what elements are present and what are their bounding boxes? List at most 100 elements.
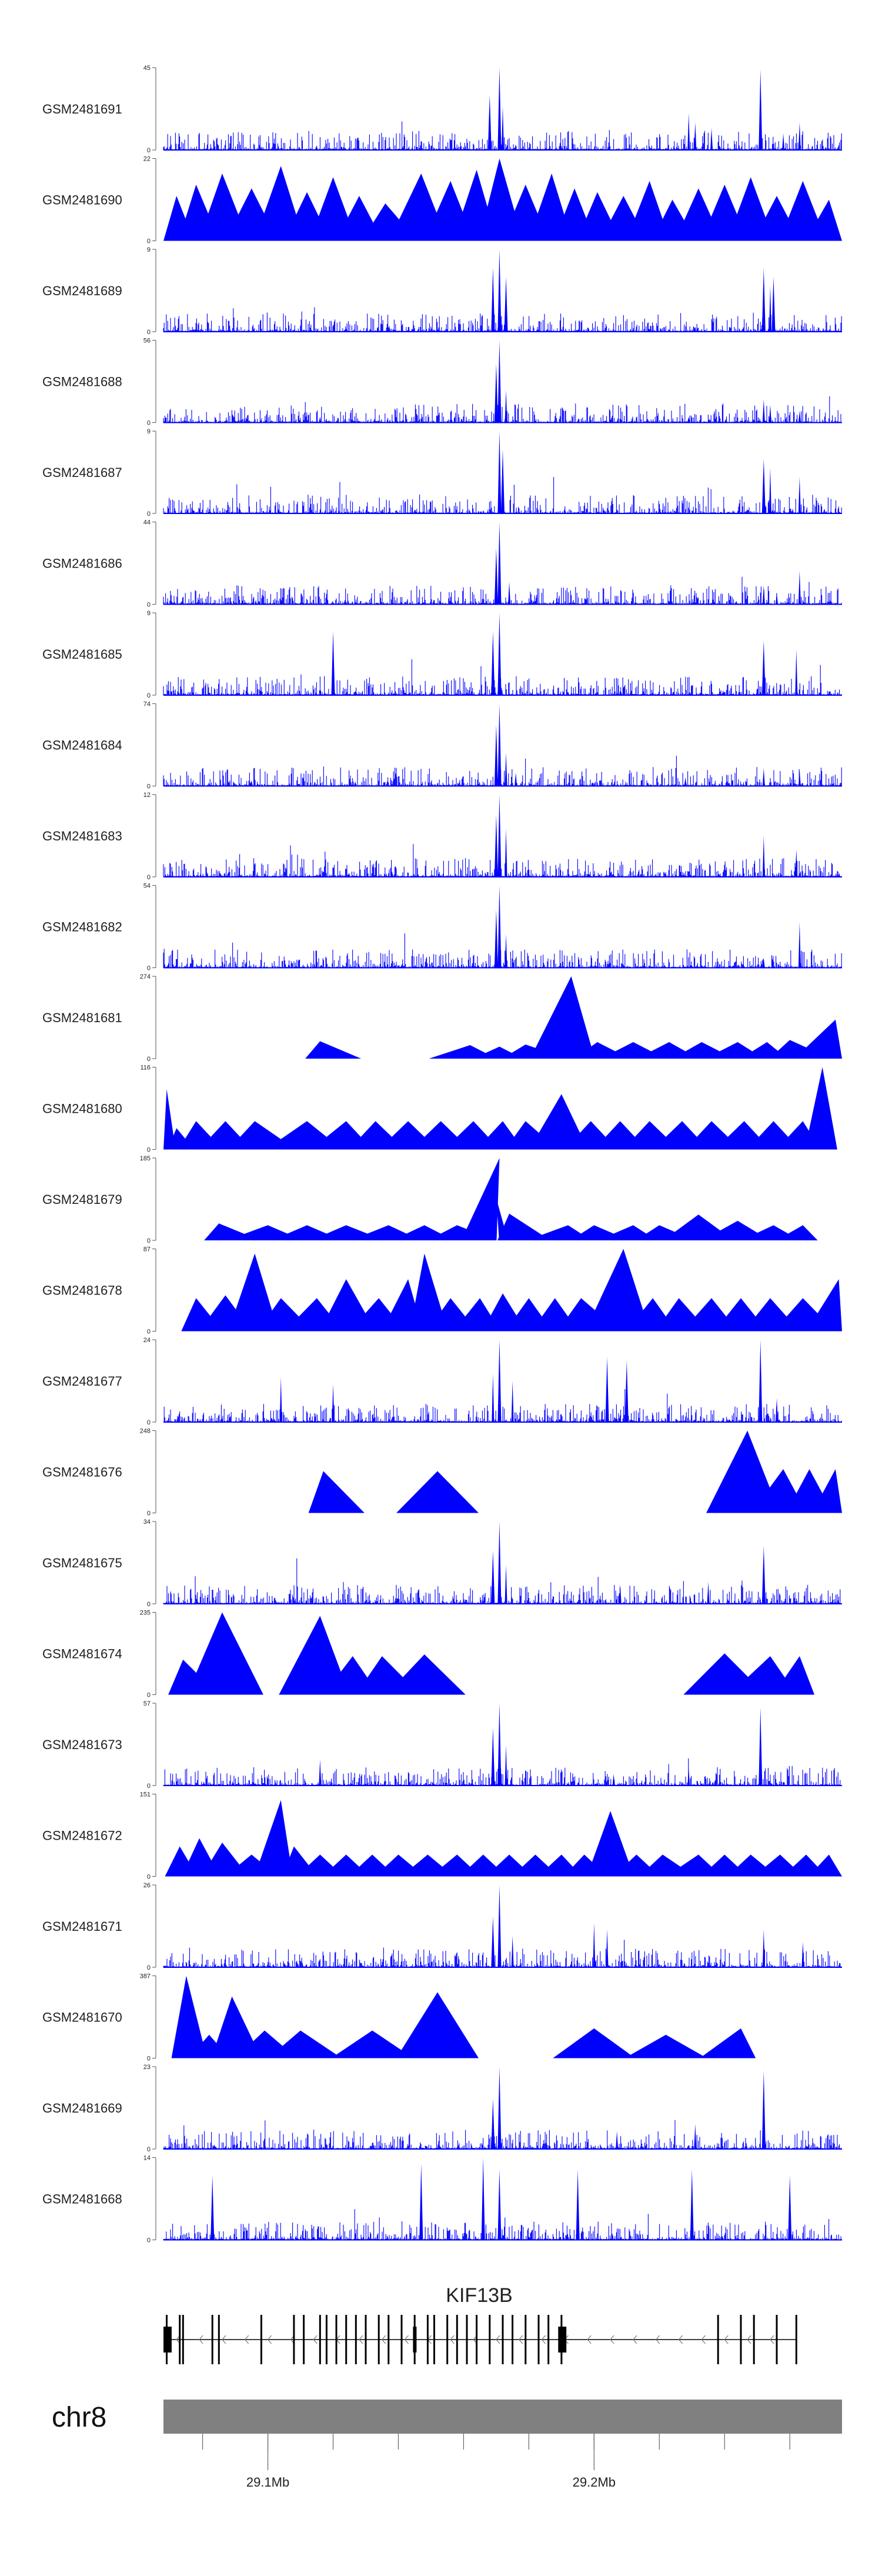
- track-label: GSM2481681: [42, 1010, 122, 1025]
- peak-mark: [761, 458, 766, 513]
- track-background-signal: [163, 755, 842, 786]
- peak-mark: [494, 815, 498, 877]
- peak-mark: [419, 2163, 423, 2240]
- peak-mark: [511, 1381, 514, 1422]
- peak-mark: [619, 1584, 622, 1604]
- track-ymin-label: 0: [147, 1510, 151, 1517]
- peak-mark: [505, 390, 507, 423]
- track-GSM2481685: GSM2481685 9 0: [42, 610, 842, 699]
- track-ymin-label: 0: [147, 1692, 151, 1699]
- track-ymax-label: 74: [143, 701, 151, 708]
- peak-mark: [788, 2175, 792, 2240]
- peak-mark: [502, 106, 504, 150]
- track-ymin-label: 0: [147, 1874, 151, 1881]
- peak-mark: [762, 399, 765, 423]
- strand-arrow: [450, 2335, 455, 2344]
- exon-mark: [211, 2315, 213, 2364]
- peak-mark: [497, 1521, 502, 1604]
- axis-position-label: 29.2Mb: [573, 2475, 616, 2490]
- track-GSM2481684: GSM2481684 74 0: [42, 701, 842, 790]
- track-ymax-label: 248: [140, 1428, 151, 1435]
- track-ymin-label: 0: [147, 602, 151, 609]
- strand-arrow: [724, 2335, 729, 2344]
- track-background-signal: [163, 933, 842, 968]
- peak-mark: [812, 1469, 842, 1513]
- track-label: GSM2481675: [42, 1556, 122, 1570]
- peak-mark: [593, 1923, 596, 1967]
- exon-mark: [293, 2315, 295, 2364]
- peak-mark: [492, 1374, 495, 1422]
- peak-mark: [505, 829, 507, 877]
- peak-mark: [798, 570, 801, 605]
- peak-mark: [795, 849, 798, 877]
- track-GSM2481687: GSM2481687 9 0: [42, 428, 842, 518]
- track-GSM2481668: GSM2481668 14 0: [42, 2155, 842, 2244]
- track-ymin-label: 0: [147, 420, 151, 427]
- peak-mark: [624, 1360, 629, 1422]
- track-label: GSM2481691: [42, 102, 122, 116]
- coding-block-mark: [163, 2327, 172, 2353]
- peak-mark: [626, 181, 670, 241]
- peak-mark: [762, 768, 765, 786]
- track-label: GSM2481678: [42, 1283, 122, 1298]
- exon-mark: [502, 2315, 504, 2364]
- track-ymin-label: 0: [147, 147, 151, 154]
- track-ymax-label: 24: [143, 1337, 151, 1344]
- track-label: GSM2481680: [42, 1102, 122, 1116]
- track-ymax-label: 22: [143, 156, 151, 163]
- track-background-signal: [163, 307, 842, 332]
- peak-mark: [505, 752, 507, 786]
- track-ymin-label: 0: [147, 1601, 151, 1608]
- peak-mark: [759, 69, 763, 150]
- track-ymax-label: 26: [143, 1882, 151, 1889]
- track-label: GSM2481682: [42, 920, 122, 935]
- peak-mark: [529, 1094, 588, 1150]
- exon-mark: [345, 2315, 348, 2364]
- peak-mark: [481, 2157, 485, 2240]
- peak-mark: [496, 1198, 508, 1240]
- track-ymin-label: 0: [147, 510, 151, 518]
- track-GSM2481673: GSM2481673 57 0: [42, 1700, 842, 1790]
- exon-mark: [365, 2315, 367, 2364]
- track-label: GSM2481690: [42, 193, 122, 208]
- strand-arrow: [290, 2335, 295, 2344]
- peak-mark: [501, 449, 505, 513]
- peak-mark: [762, 958, 765, 968]
- track-ymin-label: 0: [147, 1964, 151, 1971]
- peak-mark: [491, 1550, 495, 1604]
- track-GSM2481690: GSM2481690 22 0: [42, 156, 842, 245]
- strand-arrow: [610, 2335, 614, 2344]
- track-GSM2481671: GSM2481671 26 0: [42, 1882, 842, 1971]
- peak-mark: [491, 1727, 495, 1786]
- strand-arrow: [267, 2335, 272, 2344]
- peak-mark: [801, 1941, 804, 1967]
- peak-mark: [497, 1885, 502, 1967]
- track-ymin-label: 0: [147, 1329, 151, 1336]
- track-ymax-label: 9: [147, 428, 151, 435]
- track-label: GSM2481684: [42, 738, 122, 753]
- peak-mark: [211, 1996, 262, 2058]
- peak-mark: [505, 934, 507, 968]
- track-ymin-label: 0: [147, 1419, 151, 1426]
- track-label: GSM2481676: [42, 1465, 122, 1480]
- track-background-signal: [163, 1758, 842, 1786]
- peak-mark: [497, 1340, 502, 1422]
- track-GSM2481680: GSM2481680 116 0: [42, 1065, 837, 1154]
- track-ymax-label: 387: [140, 1973, 151, 1980]
- track-ymax-label: 57: [143, 1700, 151, 1707]
- track-ymax-label: 87: [143, 1246, 151, 1253]
- peak-mark: [396, 1471, 479, 1513]
- exon-mark: [355, 2315, 357, 2364]
- track-GSM2481686: GSM2481686 44 0: [42, 519, 842, 609]
- track-background-signal: [163, 1389, 842, 1422]
- strand-arrow: [678, 2335, 683, 2344]
- peak-mark: [794, 1019, 842, 1059]
- strand-arrow: [244, 2335, 249, 2344]
- peak-mark: [497, 340, 502, 423]
- peak-mark: [798, 476, 801, 513]
- track-background-signal: [163, 659, 842, 695]
- peak-mark: [769, 468, 771, 513]
- exon-mark: [776, 2315, 778, 2364]
- track-ymax-label: 185: [140, 1155, 151, 1162]
- strand-arrow: [359, 2335, 363, 2344]
